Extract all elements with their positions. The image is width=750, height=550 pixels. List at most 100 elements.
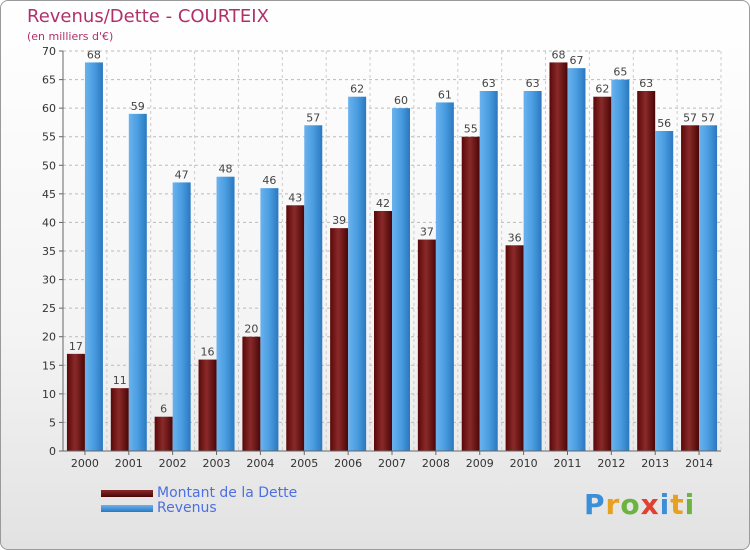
proxiti-logo: Proxiti	[584, 488, 695, 521]
bar-dette	[417, 239, 436, 451]
bar-dette	[461, 136, 480, 451]
x-tick-label: 2001	[115, 457, 143, 470]
y-tick-label: 45	[42, 188, 56, 201]
logo-letter: t	[670, 488, 685, 521]
y-tick-label: 50	[42, 159, 56, 172]
data-label: 60	[394, 94, 408, 107]
x-tick-label: 2002	[159, 457, 187, 470]
data-label: 56	[657, 117, 671, 130]
bar-revenus	[479, 91, 498, 451]
bar-dette	[286, 205, 305, 451]
x-tick-label: 2006	[334, 457, 362, 470]
legend-label-debt: Montant de la Dette	[157, 485, 298, 501]
bar-dette	[330, 228, 349, 451]
x-tick-label: 2007	[378, 457, 406, 470]
data-label: 57	[306, 111, 320, 124]
y-tick-label: 5	[49, 416, 56, 429]
x-tick-label: 2009	[466, 457, 494, 470]
data-label: 63	[526, 77, 540, 90]
data-label: 43	[288, 191, 302, 204]
bar-revenus	[567, 68, 586, 452]
data-label: 62	[350, 83, 364, 96]
bar-dette	[505, 245, 524, 451]
legend-swatch-debt	[101, 490, 153, 497]
bar-revenus	[655, 131, 674, 451]
bar-dette	[637, 91, 656, 451]
data-label: 61	[438, 88, 452, 101]
bar-dette	[681, 125, 700, 452]
bar-revenus	[435, 102, 454, 451]
data-label: 17	[69, 340, 83, 353]
data-label: 62	[595, 83, 609, 96]
y-tick-label: 25	[42, 302, 56, 315]
data-label: 11	[113, 374, 127, 387]
x-tick-label: 2000	[71, 457, 99, 470]
legend-swatch-revenus	[101, 505, 153, 512]
bar-revenus	[392, 108, 410, 452]
bars: 17 68 11 59 6 47 16 48 20 46 43 57 39 62 42 60 37 61 55 63 3…	[66, 48, 718, 452]
legend-label-revenus: Revenus	[157, 500, 217, 516]
bar-revenus	[128, 113, 147, 451]
x-tick-label: 2014	[685, 457, 713, 470]
bar-revenus	[84, 62, 103, 452]
data-label: 63	[482, 77, 496, 90]
x-tick-label: 2004	[246, 457, 274, 470]
y-tick-label: 0	[49, 445, 56, 458]
y-tick-label: 55	[42, 131, 56, 144]
x-tick-label: 2003	[203, 457, 231, 470]
bar-revenus	[699, 125, 718, 452]
x-tick-label: 2011	[553, 457, 581, 470]
data-label: 68	[551, 48, 565, 61]
bar-dette	[154, 416, 173, 451]
y-tick-label: 20	[42, 331, 56, 344]
logo-letter: P	[584, 488, 606, 521]
data-label: 42	[376, 197, 390, 210]
data-label: 57	[683, 111, 697, 124]
bar-revenus	[172, 182, 191, 451]
x-tick-label: 2013	[641, 457, 669, 470]
bar-revenus	[611, 79, 630, 452]
data-label: 39	[332, 214, 346, 227]
y-tick-label: 10	[42, 388, 56, 401]
data-label: 46	[262, 174, 276, 187]
x-tick-label: 2012	[597, 457, 625, 470]
chart-title: Revenus/Dette - COURTEIX	[27, 6, 269, 27]
data-label: 48	[219, 163, 233, 176]
data-label: 36	[508, 231, 522, 244]
data-label: 6	[160, 403, 167, 416]
x-tick-label: 2008	[422, 457, 450, 470]
bar-revenus	[348, 96, 367, 451]
bar-dette	[242, 336, 261, 451]
data-label: 57	[701, 111, 715, 124]
y-tick-label: 15	[42, 359, 56, 372]
bar-dette	[374, 211, 392, 451]
y-tick-label: 35	[42, 245, 56, 258]
data-label: 47	[175, 168, 189, 181]
data-label: 67	[569, 54, 583, 67]
data-label: 37	[420, 226, 434, 239]
bar-revenus	[304, 125, 323, 452]
bar-revenus	[523, 91, 542, 451]
x-tick-label: 2010	[510, 457, 538, 470]
bar-dette	[593, 96, 612, 451]
y-tick-label: 65	[42, 74, 56, 87]
bar-dette	[549, 62, 568, 452]
logo-letter: x	[640, 488, 660, 521]
chart-subtitle: (en milliers d'€)	[27, 30, 114, 43]
data-label: 20	[244, 323, 258, 336]
x-tick-label: 2005	[290, 457, 318, 470]
logo-letter: i	[659, 488, 671, 521]
y-tick-label: 70	[42, 45, 56, 58]
data-label: 59	[131, 100, 145, 113]
data-label: 63	[639, 77, 653, 90]
logo-letter: o	[620, 488, 641, 521]
logo-letter: i	[684, 488, 696, 521]
bar-revenus	[216, 176, 235, 451]
bar-dette	[110, 388, 129, 451]
axes: 0 5 10 15 20 25 30 35 40 45 50 55 60 65 70 2000 2001 2002…	[42, 45, 721, 470]
logo-letter: r	[605, 488, 621, 521]
y-tick-label: 60	[42, 102, 56, 115]
bar-dette	[66, 353, 85, 451]
